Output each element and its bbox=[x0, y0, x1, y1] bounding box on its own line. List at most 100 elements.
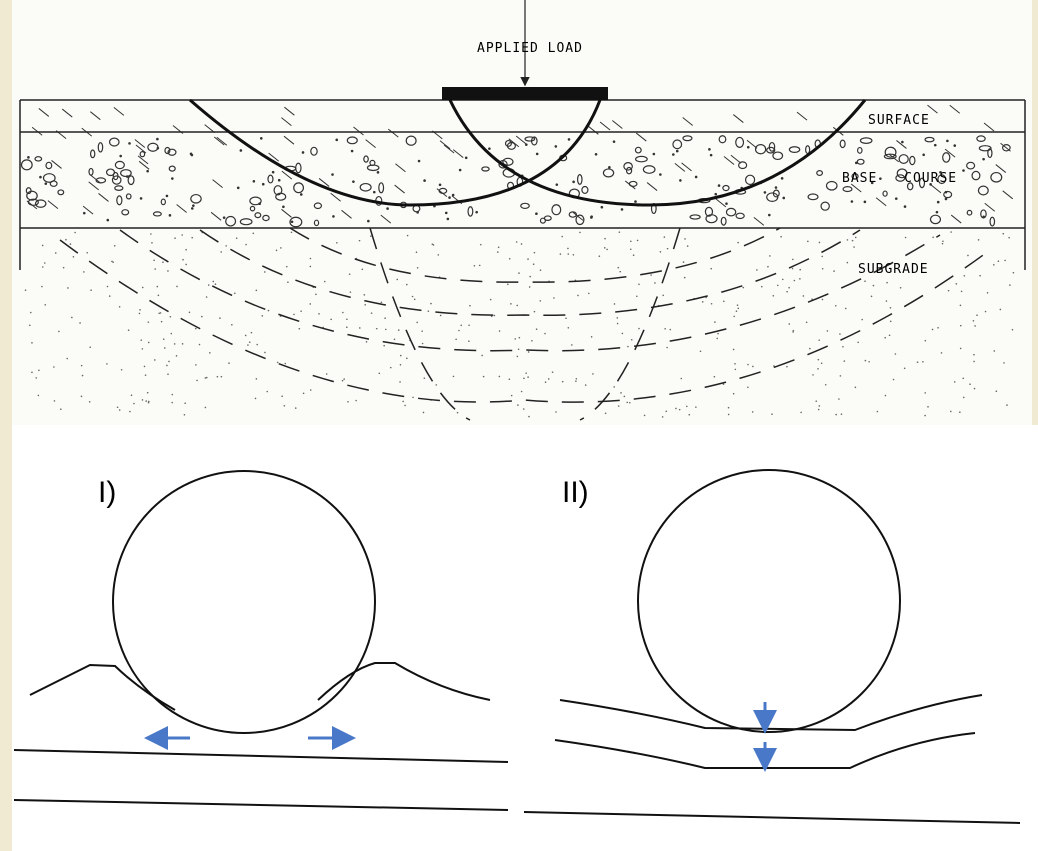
texture-mark bbox=[525, 372, 527, 374]
texture-mark bbox=[350, 291, 352, 293]
texture-mark bbox=[599, 255, 601, 257]
texture-mark bbox=[182, 259, 184, 261]
texture-mark bbox=[662, 294, 664, 296]
texture-mark bbox=[619, 231, 621, 233]
texture-mark bbox=[260, 137, 263, 140]
texture-mark bbox=[90, 289, 92, 291]
texture-mark bbox=[950, 411, 952, 413]
texture-mark bbox=[979, 275, 981, 277]
texture-mark bbox=[568, 327, 570, 329]
texture-mark bbox=[262, 183, 265, 186]
texture-mark bbox=[544, 333, 546, 335]
texture-mark bbox=[228, 362, 230, 364]
texture-mark bbox=[256, 344, 258, 346]
texture-mark bbox=[355, 400, 357, 402]
texture-mark bbox=[792, 331, 794, 333]
texture-mark bbox=[148, 401, 150, 403]
texture-mark bbox=[650, 274, 652, 276]
texture-mark bbox=[529, 286, 531, 288]
texture-mark bbox=[604, 247, 606, 249]
texture-mark bbox=[310, 389, 312, 391]
texture-mark bbox=[925, 340, 927, 342]
texture-mark bbox=[474, 265, 476, 267]
texture-mark bbox=[591, 336, 593, 338]
texture-mark bbox=[747, 364, 749, 366]
top-panel bbox=[12, 0, 1032, 425]
texture-mark bbox=[527, 258, 529, 260]
texture-mark bbox=[129, 411, 131, 413]
texture-mark bbox=[535, 212, 538, 215]
texture-mark bbox=[145, 374, 147, 376]
texture-mark bbox=[44, 304, 46, 306]
texture-mark bbox=[176, 286, 178, 288]
texture-mark bbox=[803, 295, 805, 297]
texture-mark bbox=[687, 245, 689, 247]
texture-mark bbox=[184, 414, 186, 416]
texture-mark bbox=[310, 258, 312, 260]
texture-mark bbox=[585, 384, 587, 386]
texture-mark bbox=[545, 381, 547, 383]
texture-mark bbox=[107, 286, 109, 288]
texture-mark bbox=[416, 211, 419, 214]
texture-mark bbox=[895, 197, 898, 200]
texture-mark bbox=[536, 153, 539, 156]
texture-mark bbox=[422, 343, 424, 345]
texture-mark bbox=[827, 330, 829, 332]
texture-mark bbox=[151, 242, 153, 244]
texture-mark bbox=[616, 317, 618, 319]
texture-mark bbox=[653, 153, 656, 156]
texture-mark bbox=[529, 276, 531, 278]
texture-mark bbox=[167, 373, 169, 375]
texture-mark bbox=[445, 212, 448, 215]
texture-mark bbox=[148, 342, 150, 344]
texture-mark bbox=[111, 261, 113, 263]
texture-mark bbox=[553, 297, 555, 299]
texture-mark bbox=[252, 233, 254, 235]
layer-label: BASE COURSE bbox=[842, 171, 957, 186]
texture-mark bbox=[490, 299, 492, 301]
texture-mark bbox=[139, 313, 141, 315]
texture-mark bbox=[42, 266, 44, 268]
texture-mark bbox=[212, 281, 214, 283]
texture-mark bbox=[868, 361, 870, 363]
texture-mark bbox=[258, 202, 261, 205]
texture-mark bbox=[86, 252, 88, 254]
texture-mark bbox=[634, 200, 637, 203]
texture-mark bbox=[613, 140, 616, 143]
texture-mark bbox=[245, 244, 247, 246]
texture-mark bbox=[954, 381, 956, 383]
texture-mark bbox=[1006, 404, 1008, 406]
texture-mark bbox=[1003, 362, 1005, 364]
texture-mark bbox=[223, 216, 226, 219]
texture-mark bbox=[468, 340, 470, 342]
texture-mark bbox=[139, 309, 141, 311]
texture-mark bbox=[73, 256, 75, 258]
texture-mark bbox=[459, 169, 462, 172]
texture-mark bbox=[253, 180, 256, 183]
texture-mark bbox=[44, 182, 47, 185]
texture-mark bbox=[618, 405, 620, 407]
texture-mark bbox=[575, 380, 577, 382]
texture-mark bbox=[767, 266, 769, 268]
texture-mark bbox=[956, 283, 958, 285]
texture-mark bbox=[370, 235, 372, 237]
texture-mark bbox=[255, 398, 257, 400]
texture-mark bbox=[364, 294, 366, 296]
texture-mark bbox=[507, 284, 509, 286]
texture-mark bbox=[812, 374, 814, 376]
texture-mark bbox=[806, 321, 808, 323]
texture-mark bbox=[818, 339, 820, 341]
texture-mark bbox=[163, 338, 165, 340]
texture-mark bbox=[993, 350, 995, 352]
texture-mark bbox=[733, 349, 735, 351]
texture-mark bbox=[31, 342, 33, 344]
texture-mark bbox=[286, 266, 288, 268]
texture-mark bbox=[332, 215, 335, 218]
texture-mark bbox=[171, 394, 173, 396]
texture-mark bbox=[66, 358, 68, 360]
texture-mark bbox=[835, 305, 837, 307]
texture-mark bbox=[53, 366, 55, 368]
texture-mark bbox=[963, 397, 965, 399]
texture-mark bbox=[38, 395, 40, 397]
texture-mark bbox=[664, 236, 666, 238]
